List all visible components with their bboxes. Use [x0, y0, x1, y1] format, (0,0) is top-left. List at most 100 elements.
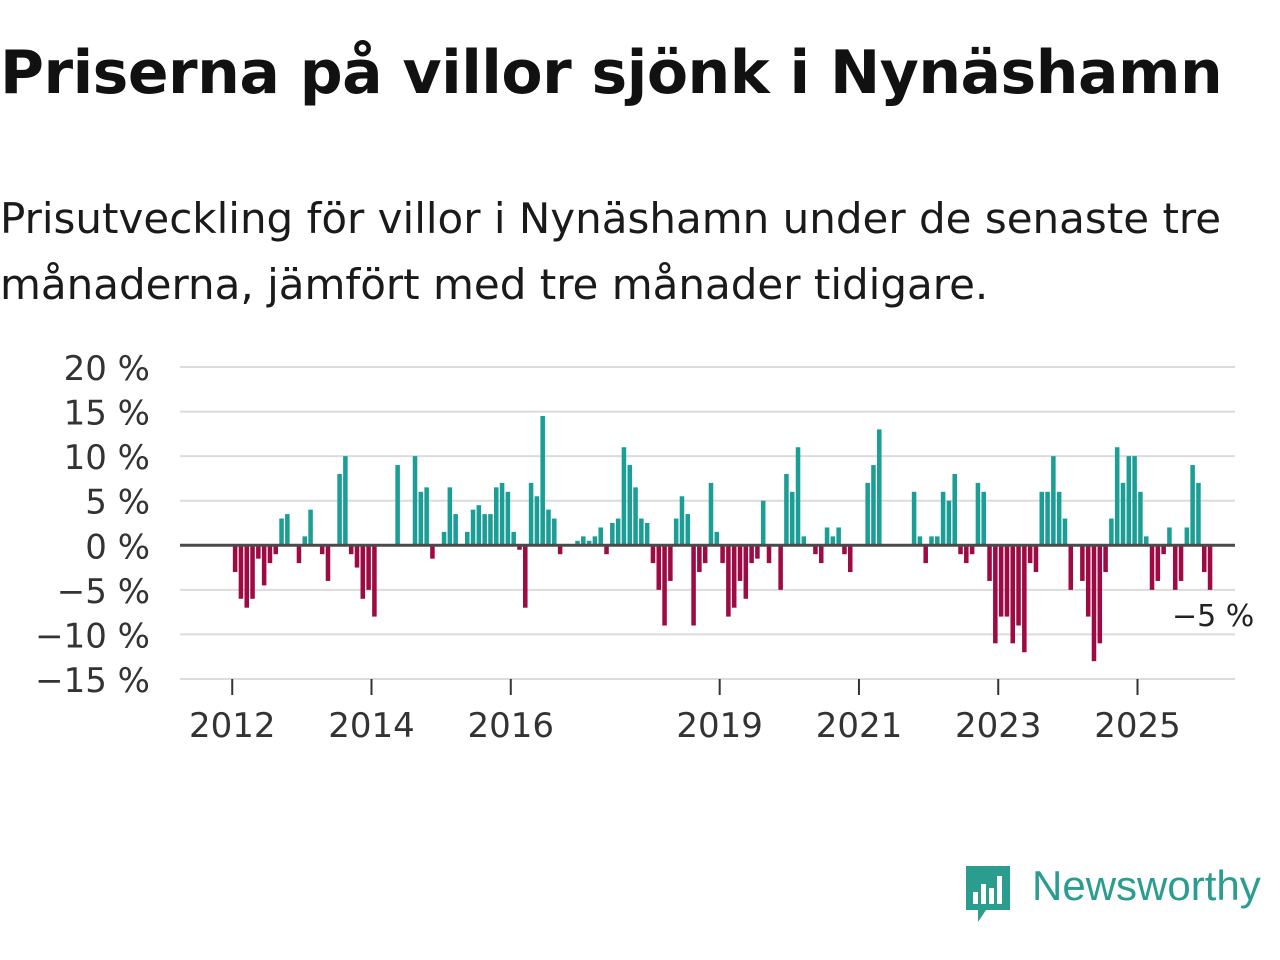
newsworthy-logo-text: Newsworthy	[1032, 862, 1261, 909]
bar	[482, 514, 487, 546]
bar	[1196, 482, 1201, 546]
bar	[1085, 545, 1091, 617]
bar	[923, 545, 928, 564]
bar	[946, 500, 952, 546]
bar	[343, 456, 348, 546]
bar	[662, 545, 667, 626]
bar	[1190, 465, 1195, 546]
bar	[1155, 545, 1161, 581]
x-tick-label: 2019	[676, 706, 763, 746]
bar	[250, 545, 255, 599]
bar	[789, 491, 795, 546]
bar	[418, 491, 424, 546]
bar	[755, 545, 760, 559]
bar	[279, 518, 284, 546]
bar	[552, 518, 557, 546]
x-tick-label: 2021	[816, 706, 903, 746]
bar	[714, 531, 720, 546]
bar	[1109, 518, 1114, 546]
bar	[964, 545, 969, 564]
bar	[1027, 545, 1033, 564]
bar	[749, 545, 754, 564]
x-tick-label: 2014	[328, 706, 415, 746]
y-tick-label: −5 %	[57, 572, 150, 612]
bar	[993, 545, 998, 644]
bar	[766, 545, 772, 564]
bar	[354, 545, 360, 568]
bar	[795, 447, 801, 546]
bar	[673, 518, 679, 546]
bar	[261, 545, 267, 586]
bar	[877, 429, 882, 546]
page-title: Priserna på villor sjönk i Nynäshamn	[0, 38, 1223, 108]
bar	[865, 482, 870, 546]
bar	[1045, 491, 1050, 546]
bar	[697, 545, 702, 573]
bar	[1149, 545, 1155, 590]
bar	[836, 527, 841, 546]
bar	[1068, 545, 1074, 590]
x-tick-label: 2012	[189, 706, 276, 746]
bar	[679, 496, 685, 546]
bar	[871, 465, 876, 546]
bar	[708, 482, 714, 546]
x-tick-label: 2016	[468, 706, 555, 746]
bar	[668, 545, 673, 581]
bar	[523, 545, 528, 608]
y-tick-label: 20 %	[64, 349, 150, 389]
bar	[720, 545, 725, 564]
bar	[499, 482, 505, 546]
bar	[1167, 527, 1172, 546]
bar	[685, 514, 691, 546]
bar	[702, 545, 708, 564]
bar	[1132, 456, 1137, 546]
axes	[180, 543, 1235, 695]
bar	[1201, 545, 1207, 573]
bar	[557, 545, 563, 555]
bar	[325, 545, 331, 581]
bar	[1016, 545, 1021, 626]
labels: 20 %15 %10 %5 %0 %−5 %−10 %−15 %2012 2014…	[35, 349, 1254, 746]
bar	[488, 514, 493, 546]
bar	[598, 527, 603, 546]
bar	[737, 545, 743, 581]
bar	[1103, 545, 1108, 573]
bar	[395, 465, 400, 546]
last-value-label: −5 %	[1172, 599, 1254, 634]
bar	[296, 545, 302, 564]
bar	[929, 536, 934, 546]
bar	[958, 545, 963, 555]
bar	[1033, 545, 1039, 573]
y-tick-label: 15 %	[64, 394, 150, 434]
bar	[1138, 491, 1143, 546]
y-tick-label: −10 %	[35, 616, 150, 656]
bar	[238, 545, 244, 599]
bar	[969, 545, 975, 555]
bar	[285, 514, 290, 546]
y-tick-label: 10 %	[64, 438, 150, 478]
bar	[1143, 536, 1149, 546]
bar	[627, 465, 633, 546]
bar	[528, 482, 534, 546]
bar	[813, 545, 818, 555]
bar	[546, 509, 551, 546]
bar	[412, 456, 418, 546]
chart-subtitle: Prisutveckling för villor i Nynäshamn un…	[0, 194, 1222, 309]
bar	[726, 545, 731, 617]
x-tick-label: 2023	[955, 706, 1042, 746]
bar	[1080, 545, 1085, 581]
y-tick-label: 5 %	[85, 483, 150, 523]
bar	[267, 545, 273, 564]
bar	[586, 540, 592, 546]
bar	[505, 491, 511, 546]
bar	[319, 545, 325, 555]
bar	[731, 545, 737, 608]
bar	[1039, 491, 1045, 546]
bar	[1091, 545, 1097, 662]
bar	[847, 545, 853, 573]
bar	[366, 545, 371, 590]
bar	[517, 545, 522, 550]
bar	[447, 487, 453, 546]
bar	[256, 545, 261, 559]
bar	[1126, 456, 1132, 546]
